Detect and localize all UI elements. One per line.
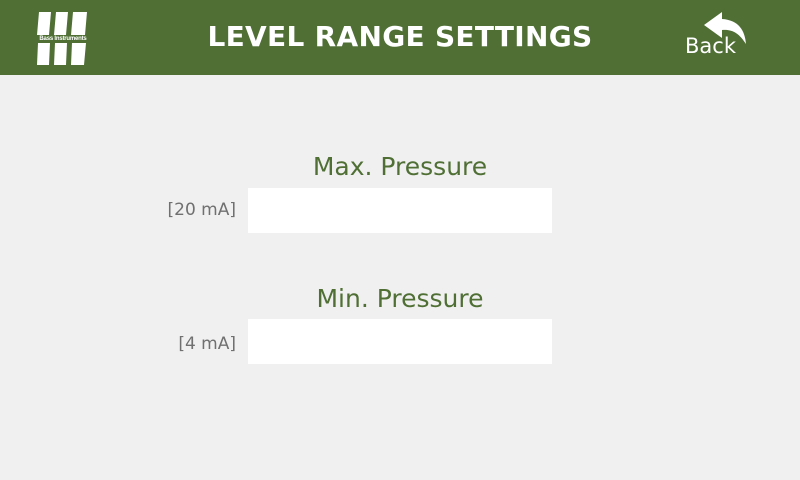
back-button[interactable]: Back: [680, 10, 756, 64]
logo-text: Bass Instruments: [37, 35, 89, 43]
min-pressure-input[interactable]: [248, 319, 552, 364]
header-bar: Bass Instruments LEVEL RANGE SETTINGS Ba…: [0, 0, 800, 75]
max-pressure-input[interactable]: [248, 188, 552, 233]
min-pressure-unit: [4 mA]: [178, 334, 236, 354]
max-pressure-title: Max. Pressure: [312, 152, 488, 181]
page-title: LEVEL RANGE SETTINGS: [207, 20, 593, 53]
min-pressure-title: Min. Pressure: [316, 284, 484, 313]
logo-icon: Bass Instruments: [37, 12, 89, 66]
back-label: Back: [685, 34, 736, 58]
back-arrow-icon: [704, 12, 746, 44]
max-pressure-unit: [20 mA]: [167, 200, 237, 220]
